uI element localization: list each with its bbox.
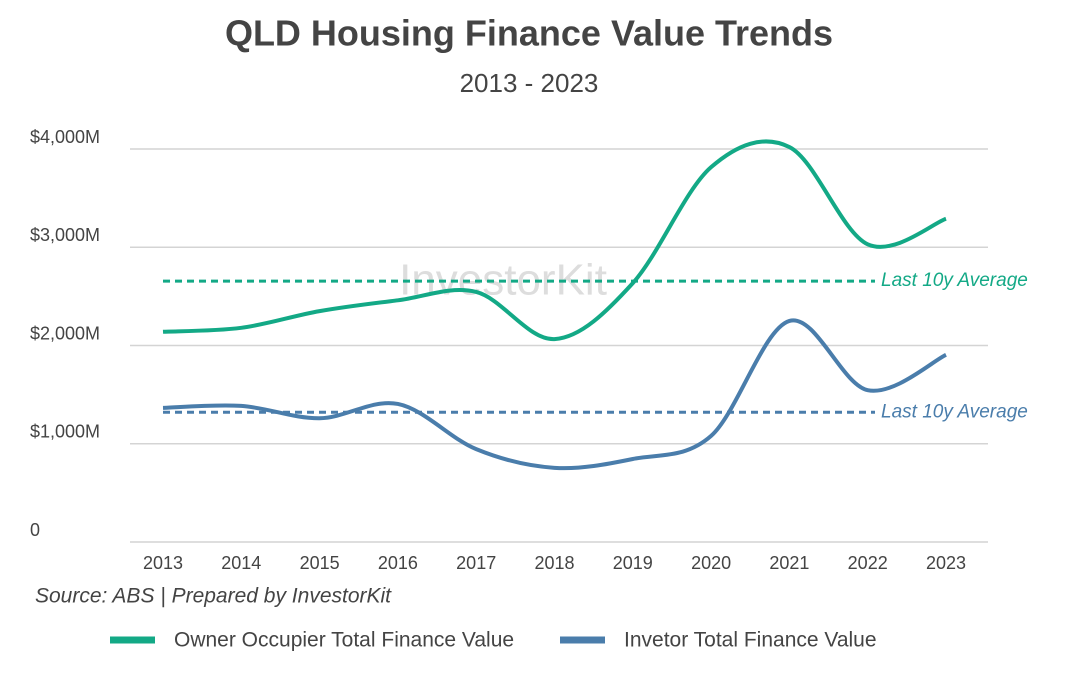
y-tick-label: $2,000M [30, 323, 100, 343]
x-tick-label: 2016 [378, 553, 418, 573]
average-label: Last 10y Average [881, 270, 1028, 291]
series-line [162, 139, 947, 342]
x-tick-label: 2022 [848, 553, 888, 573]
y-tick-label: $3,000M [30, 225, 100, 245]
y-tick-label: $1,000M [30, 422, 100, 442]
y-tick-label: $4,000M [30, 127, 100, 147]
x-tick-label: 2014 [221, 553, 261, 573]
x-tick-label: 2021 [769, 553, 809, 573]
y-tick-label: 0 [30, 520, 40, 540]
x-tick-label: 2019 [613, 553, 653, 573]
x-tick-label: 2015 [300, 553, 340, 573]
x-tick-label: 2020 [691, 553, 731, 573]
series-line [162, 318, 947, 471]
x-tick-label: 2023 [926, 553, 966, 573]
legend-label: Owner Occupier Total Finance Value [174, 629, 514, 652]
x-tick-label: 2013 [143, 553, 183, 573]
chart-title: QLD Housing Finance Value Trends [225, 13, 833, 54]
source-note: Source: ABS | Prepared by InvestorKit [35, 585, 392, 608]
x-tick-label: 2018 [534, 553, 574, 573]
average-label: Last 10y Average [881, 401, 1028, 422]
chart-subtitle: 2013 - 2023 [460, 68, 599, 98]
legend-label: Invetor Total Finance Value [624, 629, 877, 652]
x-tick-label: 2017 [456, 553, 496, 573]
